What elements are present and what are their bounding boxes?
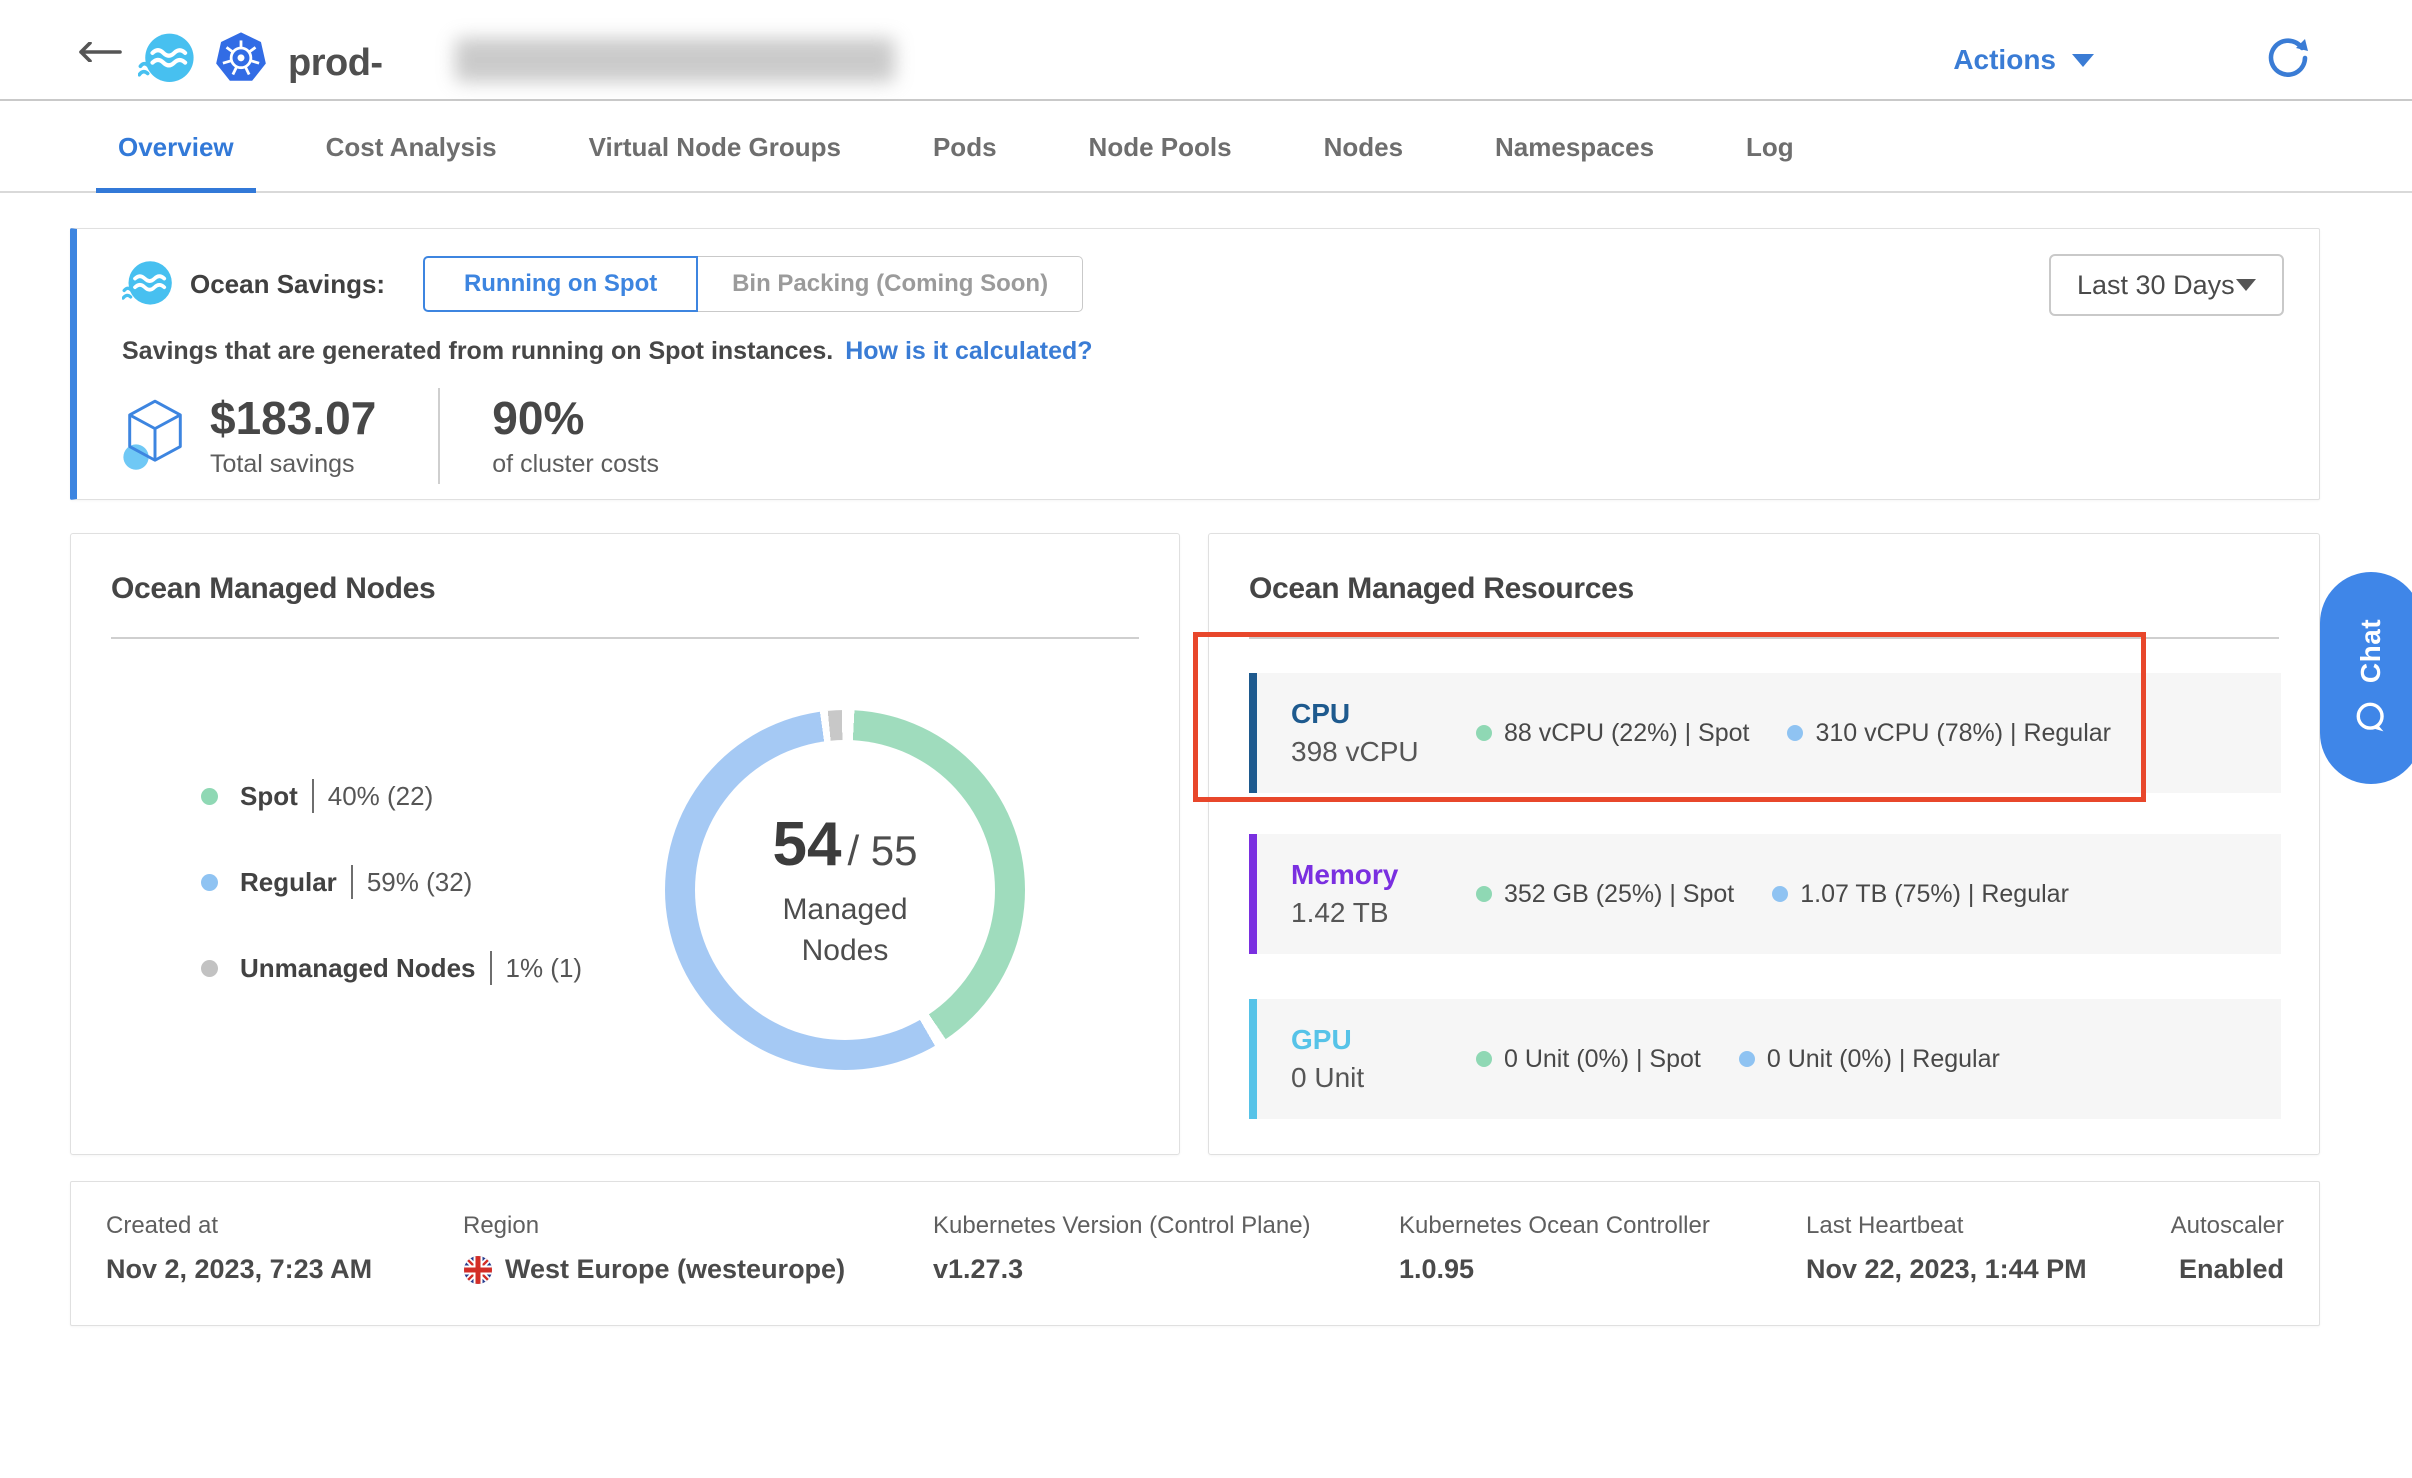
total-savings-label: Total savings: [210, 449, 355, 478]
refresh-icon[interactable]: [2266, 36, 2312, 82]
how-calculated-link[interactable]: How is it calculated?: [845, 337, 1093, 365]
kubernetes-logo-icon: [216, 32, 266, 81]
actions-label: Actions: [1953, 44, 2056, 75]
tab-node-pools[interactable]: Node Pools: [1088, 131, 1232, 162]
ocean-savings-wave-icon: [122, 261, 172, 305]
ocean-managed-resources-panel: Ocean Managed Resources CPU 398 vCPU 88 …: [1208, 533, 2320, 1155]
regular-dot-icon: [201, 873, 218, 891]
chat-bubble-icon: [2356, 702, 2384, 732]
chat-button[interactable]: Chat: [2320, 572, 2412, 784]
tab-pods[interactable]: Pods: [932, 131, 997, 162]
unmanaged-dot-icon: [201, 959, 218, 977]
managed-nodes-donut-chart: 54 / 55 Managed Nodes: [665, 710, 1025, 1070]
tab-nodes[interactable]: Nodes: [1323, 131, 1404, 162]
savings-cube-icon: [123, 399, 182, 470]
info-autoscaler: Autoscaler Enabled: [2170, 1212, 2284, 1284]
header: prod- Actions: [0, 0, 2412, 101]
managed-nodes-title: Ocean Managed Nodes: [111, 572, 436, 605]
managed-nodes-center-label: Managed Nodes: [782, 893, 908, 967]
metric-divider: [438, 388, 441, 484]
tab-cost-analysis[interactable]: Cost Analysis: [325, 131, 497, 162]
ocean-savings-label: Ocean Savings:: [190, 268, 386, 299]
cpu-accent-bar: [1249, 673, 1257, 793]
spot-dot-icon: [201, 787, 218, 805]
tab-virtual-node-groups[interactable]: Virtual Node Groups: [588, 131, 841, 162]
back-arrow-icon[interactable]: [78, 42, 122, 62]
cluster-info-bar: Created at Nov 2, 2023, 7:23 AM Region W…: [70, 1181, 2320, 1326]
chat-label: Chat: [2355, 618, 2387, 684]
tab-log[interactable]: Log: [1746, 131, 1794, 162]
gpu-spot-stat: 0 Unit (0%) | Spot: [1476, 1045, 1701, 1074]
ocean-logo-icon: [138, 33, 194, 82]
info-region: Region West Europe (westeurope): [463, 1212, 846, 1284]
panel-divider: [111, 637, 1139, 639]
managed-resources-title: Ocean Managed Resources: [1249, 572, 1634, 605]
gpu-regular-stat: 0 Unit (0%) | Regular: [1738, 1045, 2000, 1074]
info-last-heartbeat: Last Heartbeat Nov 22, 2023, 1:44 PM: [1806, 1212, 2087, 1284]
gpu-total: 0 Unit: [1291, 1062, 1365, 1093]
legend-item-regular: Regular 59% (32): [201, 865, 582, 899]
cluster-cost-metric: 90% of cluster costs: [492, 393, 659, 479]
spot-dot-icon: [1476, 886, 1492, 902]
legend-divider: [350, 865, 353, 899]
period-dropdown[interactable]: Last 30 Days: [2049, 254, 2284, 316]
savings-description: Savings that are generated from running …: [122, 337, 1093, 365]
info-ocean-controller: Kubernetes Ocean Controller 1.0.95: [1399, 1212, 1710, 1284]
title-redacted-blur: [455, 38, 895, 82]
ocean-savings-card: Ocean Savings: Running on Spot Bin Packi…: [70, 228, 2320, 500]
tab-namespaces[interactable]: Namespaces: [1495, 131, 1655, 162]
cpu-regular-stat: 310 vCPU (78%) | Regular: [1787, 719, 2111, 748]
info-k8s-version: Kubernetes Version (Control Plane) v1.27…: [933, 1212, 1311, 1284]
savings-toggle-group: Running on Spot Bin Packing (Coming Soon…: [423, 256, 1084, 312]
legend-divider: [311, 779, 314, 813]
cpu-total: 398 vCPU: [1291, 736, 1419, 767]
managed-nodes-total: / 55: [847, 827, 918, 874]
toggle-running-on-spot[interactable]: Running on Spot: [423, 256, 699, 312]
spot-dot-icon: [1476, 1051, 1492, 1067]
total-savings-value: $183.07: [210, 392, 377, 445]
cpu-name: CPU: [1291, 698, 1351, 729]
memory-name: Memory: [1291, 859, 1399, 890]
regular-dot-icon: [1738, 1051, 1755, 1067]
panel-divider: [1249, 637, 2279, 639]
uk-flag-icon: [464, 1255, 492, 1284]
resource-row-cpu: CPU 398 vCPU 88 vCPU (22%) | Spot 310 vC…: [1249, 673, 2281, 793]
legend-item-unmanaged: Unmanaged Nodes 1% (1): [201, 951, 582, 985]
legend-divider: [489, 951, 492, 985]
nodes-legend: Spot 40% (22) Regular 59% (32) Unmanaged…: [201, 779, 582, 985]
gpu-name: GPU: [1291, 1024, 1352, 1055]
chevron-down-icon: [2236, 279, 2256, 291]
resource-row-memory: Memory 1.42 TB 352 GB (25%) | Spot 1.07 …: [1249, 834, 2281, 954]
gpu-accent-bar: [1249, 999, 1257, 1119]
memory-total: 1.42 TB: [1291, 897, 1389, 928]
tab-bar: Overview Cost Analysis Virtual Node Grou…: [0, 103, 2412, 193]
managed-nodes-count: 54: [772, 810, 842, 879]
donut-center: 54 / 55 Managed Nodes: [695, 740, 995, 1040]
spot-dot-icon: [1476, 725, 1492, 741]
legend-item-spot: Spot 40% (22): [201, 779, 582, 813]
memory-spot-stat: 352 GB (25%) | Spot: [1476, 880, 1734, 909]
info-created-at: Created at Nov 2, 2023, 7:23 AM: [106, 1212, 373, 1284]
chevron-down-icon: [2072, 53, 2094, 67]
toggle-bin-packing[interactable]: Bin Packing (Coming Soon): [698, 256, 1084, 312]
cluster-cost-label: of cluster costs: [492, 449, 660, 478]
cpu-spot-stat: 88 vCPU (22%) | Spot: [1476, 719, 1749, 748]
resource-row-gpu: GPU 0 Unit 0 Unit (0%) | Spot 0 Unit (0%…: [1249, 999, 2281, 1119]
tab-overview[interactable]: Overview: [96, 103, 256, 193]
regular-dot-icon: [1772, 886, 1789, 902]
memory-accent-bar: [1249, 834, 1257, 954]
period-dropdown-value: Last 30 Days: [2077, 269, 2235, 300]
memory-regular-stat: 1.07 TB (75%) | Regular: [1772, 880, 2069, 909]
autoscaler-status: Enabled: [2178, 1254, 2284, 1284]
total-savings-metric: $183.07 Total savings: [210, 393, 376, 479]
cluster-cost-percent: 90%: [492, 392, 585, 445]
regular-dot-icon: [1787, 725, 1804, 741]
page-title: prod-: [288, 42, 383, 84]
actions-button[interactable]: Actions: [1953, 44, 2094, 76]
